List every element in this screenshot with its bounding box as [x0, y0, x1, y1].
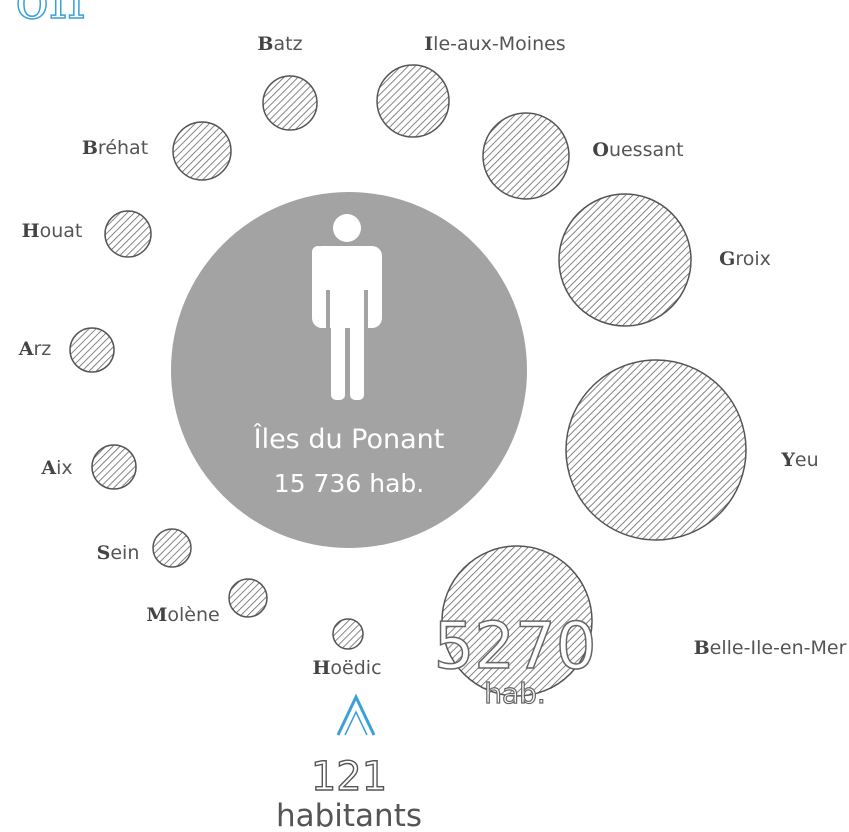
highlight-unit: hab. — [484, 677, 546, 710]
island-circle — [262, 75, 318, 131]
smallest-unit: habitants — [276, 798, 422, 832]
island-label: Yeu — [781, 449, 819, 471]
island-circle — [152, 528, 192, 568]
center-population: 15 736 hab. — [274, 469, 424, 498]
island-label: Ouessant — [592, 139, 684, 161]
island-circle — [441, 545, 593, 697]
arrow-inner — [344, 710, 368, 736]
island-circle — [172, 121, 232, 181]
island-circle — [332, 618, 364, 650]
island-label: Sein — [96, 542, 140, 564]
island-circle — [91, 444, 137, 490]
island-label: Aix — [41, 457, 73, 479]
island-label: Bréhat — [81, 137, 149, 159]
island-label: Belle-Ile-en-Mer — [693, 637, 847, 659]
island-circle — [565, 359, 747, 541]
island-label: Arz — [18, 338, 52, 360]
highlight-value: 5270 — [434, 610, 597, 684]
island-circle — [69, 327, 115, 373]
center-name: Îles du Ponant — [253, 423, 445, 455]
island-circle — [104, 210, 152, 258]
island-circle — [376, 64, 450, 138]
arrow — [336, 693, 376, 736]
island-label: Ile-aux-Moines — [424, 33, 566, 55]
island-label: Molène — [146, 604, 220, 626]
title: on — [15, 0, 85, 32]
island-circle — [558, 193, 692, 327]
smallest-value: 121 — [311, 754, 387, 800]
island-label: Batz — [257, 33, 303, 55]
island-label: Hoëdic — [312, 657, 382, 679]
island-label: Groix — [719, 248, 771, 270]
center-circle — [171, 192, 527, 548]
island-circle — [482, 112, 570, 200]
island-label: Houat — [21, 220, 83, 242]
island-circle — [228, 578, 268, 618]
